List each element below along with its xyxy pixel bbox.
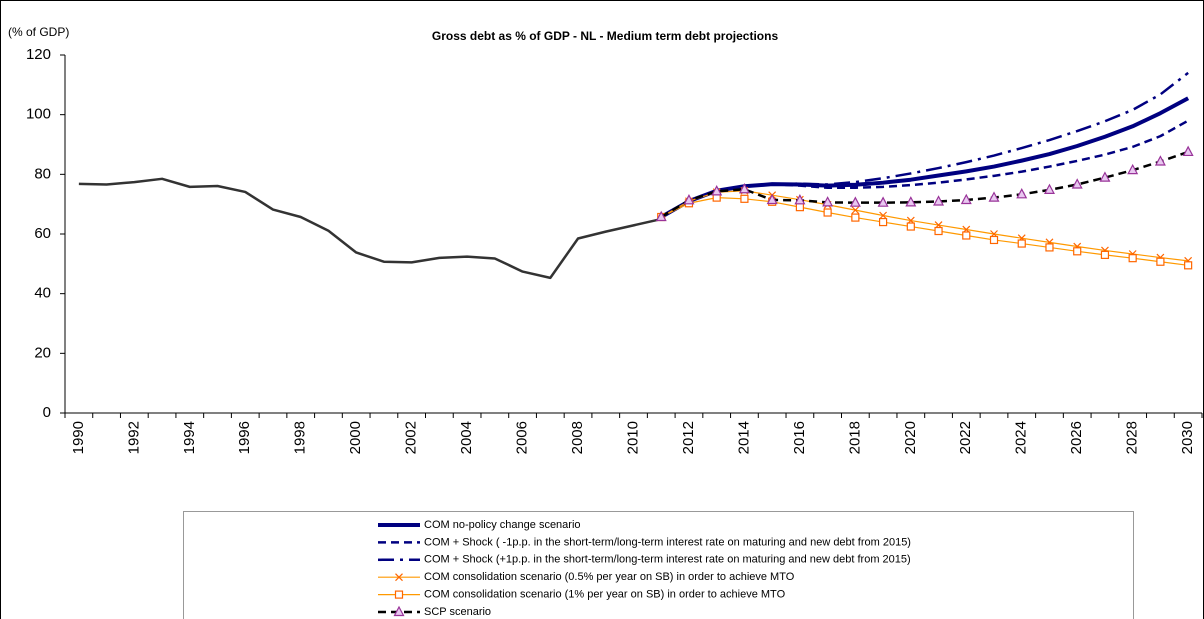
data-point bbox=[1045, 243, 1054, 252]
data-point bbox=[1184, 261, 1193, 270]
series-line bbox=[660, 96, 1190, 219]
data-point bbox=[740, 194, 749, 203]
data-point bbox=[795, 203, 804, 212]
x-tick-label: 2004 bbox=[458, 421, 475, 454]
y-tick-label: 0 bbox=[43, 404, 51, 421]
data-point bbox=[905, 196, 917, 207]
data-point bbox=[766, 193, 778, 205]
x-tick-label: 2016 bbox=[791, 421, 808, 454]
data-point bbox=[711, 185, 723, 196]
data-point bbox=[1182, 145, 1194, 157]
data-point bbox=[683, 194, 695, 205]
legend-label: COM + Shock (+1p.p. in the short-term/lo… bbox=[424, 554, 911, 566]
x-tick-label: 1990 bbox=[70, 421, 87, 454]
data-point bbox=[877, 196, 889, 207]
series-line bbox=[660, 190, 1189, 262]
x-tick-label: 2002 bbox=[403, 421, 420, 454]
data-point bbox=[962, 231, 971, 240]
data-point bbox=[1127, 163, 1139, 175]
y-tick-label: 40 bbox=[34, 285, 51, 302]
x-tick-label: 2012 bbox=[680, 421, 697, 454]
x-tick-label: 2022 bbox=[957, 421, 974, 454]
legend-marker bbox=[394, 590, 404, 599]
series-line bbox=[78, 177, 662, 280]
legend-label: SCP scenario bbox=[424, 606, 491, 618]
y-tick-label: 60 bbox=[34, 225, 51, 242]
data-point bbox=[822, 196, 834, 207]
y-tick-label: 100 bbox=[26, 106, 51, 123]
y-axis-label: (% of GDP) bbox=[8, 25, 69, 39]
data-point bbox=[1099, 171, 1111, 182]
y-tick-label: 80 bbox=[34, 165, 51, 182]
data-point bbox=[906, 222, 915, 231]
data-point bbox=[823, 208, 832, 217]
data-point bbox=[655, 210, 667, 222]
legend-marker bbox=[393, 605, 405, 617]
data-point bbox=[1073, 247, 1082, 256]
series-line bbox=[772, 119, 1189, 190]
data-point bbox=[794, 194, 806, 205]
data-point bbox=[960, 193, 972, 205]
legend-label: COM no-policy change scenario bbox=[424, 519, 581, 531]
data-point bbox=[1156, 257, 1165, 266]
legend-marker bbox=[395, 573, 403, 582]
x-tick-label: 2028 bbox=[1124, 421, 1141, 454]
x-tick-label: 2010 bbox=[624, 421, 641, 454]
series-line bbox=[660, 197, 1189, 266]
x-tick-label: 2026 bbox=[1068, 421, 1085, 454]
data-point bbox=[1016, 188, 1028, 199]
x-tick-label: 1994 bbox=[181, 421, 198, 454]
x-tick-label: 2020 bbox=[902, 421, 919, 454]
data-point bbox=[934, 226, 943, 236]
data-point bbox=[989, 235, 999, 245]
data-point bbox=[1128, 254, 1137, 263]
data-point bbox=[738, 182, 750, 194]
series-line bbox=[772, 71, 1189, 186]
data-point bbox=[1071, 178, 1083, 189]
data-point bbox=[1017, 239, 1026, 248]
x-tick-label: 1998 bbox=[292, 421, 309, 454]
data-point bbox=[1043, 183, 1055, 194]
x-tick-label: 2000 bbox=[347, 421, 364, 454]
legend-label: COM consolidation scenario (1% per year … bbox=[424, 589, 786, 601]
legend-label: COM consolidation scenario (0.5% per yea… bbox=[424, 571, 795, 583]
data-point bbox=[849, 196, 861, 207]
data-point bbox=[1154, 155, 1166, 166]
x-tick-label: 2014 bbox=[735, 421, 752, 454]
x-tick-label: 2008 bbox=[569, 421, 586, 454]
data-point bbox=[1100, 250, 1110, 259]
data-point bbox=[933, 195, 945, 206]
x-tick-label: 2018 bbox=[846, 421, 863, 454]
data-point bbox=[878, 217, 888, 227]
x-tick-label: 1996 bbox=[236, 421, 253, 454]
data-point bbox=[988, 191, 1000, 202]
x-tick-label: 2006 bbox=[514, 421, 531, 454]
y-tick-label: 20 bbox=[34, 344, 51, 361]
x-tick-label: 1992 bbox=[125, 421, 142, 454]
x-tick-label: 2030 bbox=[1179, 421, 1196, 454]
data-point bbox=[851, 206, 860, 215]
y-tick-label: 120 bbox=[26, 46, 51, 63]
data-point bbox=[851, 213, 860, 222]
legend-label: COM + Shock ( -1p.p. in the short-term/l… bbox=[424, 536, 911, 548]
x-tick-label: 2024 bbox=[1013, 421, 1030, 454]
series-line bbox=[660, 150, 1189, 219]
data-point bbox=[879, 211, 888, 220]
chart-title: Gross debt as % of GDP - NL - Medium ter… bbox=[432, 29, 779, 43]
legend-box bbox=[183, 511, 1134, 619]
